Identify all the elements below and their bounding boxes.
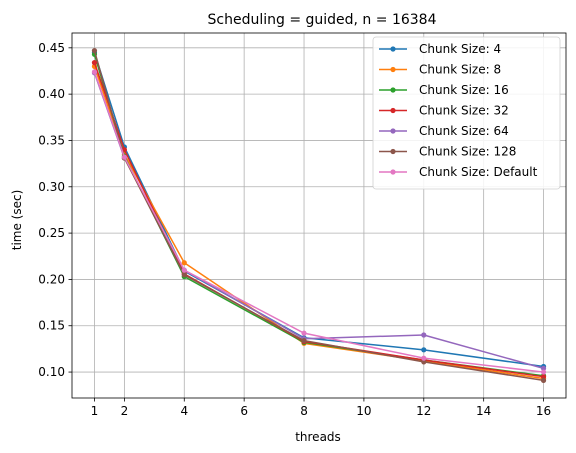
data-point (421, 355, 427, 361)
legend-label: Chunk Size: 128 (419, 145, 516, 159)
legend-label: Chunk Size: 8 (419, 63, 501, 77)
legend-label: Chunk Size: 4 (419, 42, 501, 56)
legend-box (372, 36, 561, 190)
y-tick-label: 0.40 (38, 87, 65, 101)
legend-marker (390, 87, 396, 93)
legend-marker (390, 169, 396, 175)
y-tick-label: 0.10 (38, 365, 65, 379)
data-point (301, 330, 307, 336)
data-point (540, 365, 547, 371)
series-5 (91, 48, 547, 383)
x-tick-label: 2 (121, 404, 129, 418)
x-tick-label: 1 (91, 404, 99, 418)
data-point (91, 48, 98, 54)
data-point (540, 377, 547, 383)
data-point (181, 272, 187, 278)
x-tick-label: 14 (476, 404, 491, 418)
data-point (421, 347, 427, 353)
series-line (93, 71, 544, 373)
data-point (540, 369, 547, 375)
legend: Chunk Size: 4 Chunk Size: 8 Chunk Size: 16… (372, 36, 561, 190)
series-layer (91, 48, 547, 383)
legend-label: Chunk Size: Default (419, 165, 538, 179)
data-point (121, 154, 127, 160)
data-point (421, 332, 427, 338)
legend-label: Chunk Size: 32 (419, 104, 509, 118)
legend-item: Chunk Size: 4 (379, 42, 501, 56)
y-tick-label: 0.45 (38, 41, 65, 55)
data-point (540, 374, 547, 380)
x-axis-label: threads (295, 430, 341, 444)
data-point (421, 359, 427, 365)
legend-marker (390, 128, 396, 134)
y-tick-label: 0.35 (38, 133, 65, 147)
x-tick-label: 6 (240, 404, 248, 418)
data-point (91, 69, 98, 75)
legend-marker (390, 46, 396, 52)
y-tick-label: 0.20 (38, 272, 65, 286)
legend-item: Chunk Size: 32 (379, 104, 509, 118)
x-tick-label: 4 (180, 404, 188, 418)
x-axis: 1 2 4 6 8 10 12 14 16 (91, 398, 551, 418)
data-point (91, 60, 98, 66)
data-point (301, 337, 307, 344)
data-point (181, 267, 187, 273)
legend-marker (390, 66, 396, 73)
legend-item: Chunk Size: 16 (379, 83, 509, 97)
data-point (181, 260, 187, 266)
y-tick-label: 0.15 (38, 319, 65, 333)
x-tick-label: 12 (416, 404, 431, 418)
chart-title: Scheduling = guided, n = 16384 (208, 12, 437, 28)
legend-label: Chunk Size: 16 (419, 83, 509, 97)
x-tick-label: 8 (300, 404, 308, 418)
legend-marker (390, 107, 396, 114)
y-tick-label: 0.30 (38, 180, 65, 194)
legend-label: Chunk Size: 64 (419, 124, 509, 138)
plot-frame (71, 32, 567, 399)
series-6 (91, 69, 547, 375)
x-tick-label: 10 (356, 404, 371, 418)
y-axis-label: time (sec) (10, 190, 24, 251)
legend-item: Chunk Size: 128 (379, 145, 516, 159)
y-tick-label: 0.25 (38, 226, 65, 240)
x-tick-label: 16 (536, 404, 551, 418)
legend-item: Chunk Size: 8 (379, 63, 501, 77)
legend-item: Chunk Size: 64 (379, 124, 509, 138)
legend-marker (390, 148, 396, 155)
series-line (93, 50, 544, 382)
legend-item: Chunk Size: Default (379, 165, 538, 179)
y-axis: 0.10 0.15 0.20 0.25 0.30 0.35 0.40 0.45 (38, 41, 72, 379)
